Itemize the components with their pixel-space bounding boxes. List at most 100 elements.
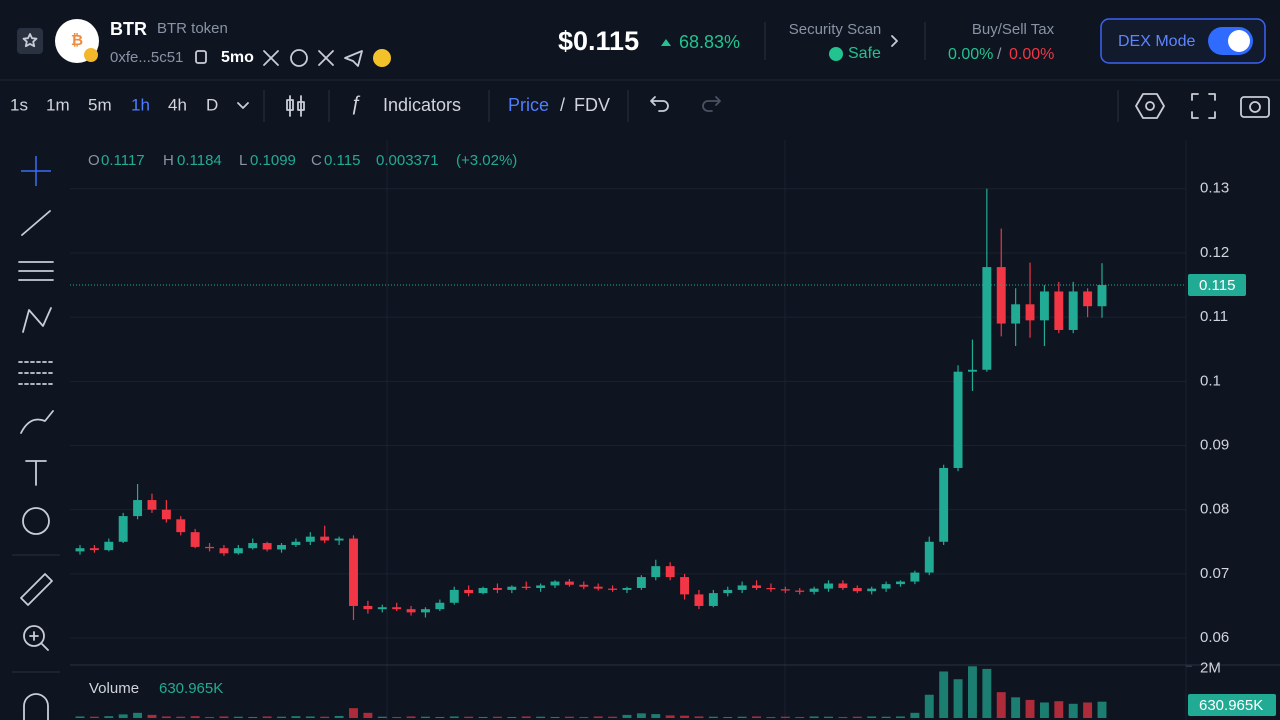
candle-body	[334, 538, 344, 541]
volume-bar	[1097, 701, 1107, 718]
volume-bar	[421, 716, 430, 718]
ruler-tool[interactable]	[20, 573, 53, 606]
x-link-icon[interactable]	[263, 50, 279, 66]
volume-bar	[910, 712, 920, 718]
y-tick-label: 0.08	[1200, 501, 1229, 518]
price-toggle[interactable]: Price	[508, 95, 549, 115]
volume-bar	[147, 714, 157, 718]
interval-button[interactable]: D	[206, 95, 218, 114]
pattern-tool[interactable]	[22, 307, 52, 333]
candle-body	[363, 605, 373, 610]
y-tick-label: 0.07	[1200, 565, 1229, 582]
up-arrow	[661, 39, 671, 46]
y-tick-label: 0.11	[1200, 308, 1228, 325]
interval-dropdown[interactable]	[237, 102, 249, 109]
zoom-tool[interactable]	[23, 625, 45, 647]
candle-body	[737, 585, 747, 590]
candle-body	[1039, 291, 1049, 321]
volume-bar	[982, 668, 992, 718]
text-tool[interactable]	[25, 460, 47, 486]
candle-body	[507, 586, 517, 590]
volume-label: 630.965K	[1199, 697, 1263, 714]
interval-button[interactable]: 5m	[88, 95, 112, 114]
volume-bar	[752, 716, 761, 718]
volume-bar	[996, 692, 1006, 718]
candle-body	[104, 541, 114, 551]
twitter-icon[interactable]	[318, 50, 334, 66]
volume-bar	[881, 716, 891, 718]
screenshot-button[interactable]	[1240, 96, 1270, 118]
crosshair-tool[interactable]	[21, 156, 51, 186]
favorite-button[interactable]	[17, 28, 43, 54]
volume-bar	[392, 716, 402, 718]
volume-bar	[190, 716, 200, 718]
token-age: 5mo	[221, 49, 254, 66]
volume-bar	[867, 716, 877, 718]
current-price-label: 0.115	[1199, 277, 1235, 294]
settings-dot	[1145, 101, 1155, 111]
volume-bar	[1025, 699, 1035, 718]
candle-body	[190, 532, 200, 547]
website-icon[interactable]	[290, 49, 308, 67]
legend-high: 0.1184	[177, 152, 222, 169]
fdv-toggle[interactable]: FDV	[574, 95, 610, 115]
candle-body	[305, 536, 315, 542]
chevron[interactable]	[891, 35, 898, 47]
emoji-tool[interactable]	[22, 507, 50, 535]
legend-h: H	[163, 152, 174, 169]
candle-body	[377, 607, 387, 610]
trendline-tool[interactable]	[21, 210, 51, 236]
volume-bar	[205, 716, 215, 718]
volume-tick-label: 2M	[1200, 659, 1221, 676]
fib-tool[interactable]	[18, 361, 54, 385]
legend-c: C	[311, 152, 322, 169]
candle-body	[780, 589, 790, 591]
interval-button[interactable]: 1s	[10, 95, 28, 114]
candle-body	[1083, 291, 1093, 307]
indicators-button[interactable]: Indicators	[383, 95, 461, 115]
volume-bar	[694, 716, 704, 718]
brush-tool[interactable]	[20, 410, 54, 434]
candle-body	[953, 371, 963, 468]
volume-bar	[550, 716, 560, 718]
candle-body	[248, 543, 258, 549]
channel-tool[interactable]	[18, 261, 54, 281]
volume-bar	[1054, 701, 1064, 718]
volume-bar	[248, 716, 258, 718]
legend-open: 0.1117	[101, 152, 145, 169]
candle-body	[147, 500, 157, 510]
current-price-box	[1188, 274, 1246, 297]
dex-mode-label: DEX Mode	[1118, 33, 1195, 50]
copy-icon[interactable]	[195, 50, 207, 64]
candle-body	[536, 585, 546, 588]
candle-body	[392, 607, 402, 610]
undo-button[interactable]	[650, 96, 669, 112]
magnet-tool[interactable]	[23, 693, 49, 720]
redo-button[interactable]	[702, 96, 721, 112]
candle-style-icon[interactable]	[286, 95, 305, 117]
tax-label: Buy/Sell Tax	[972, 21, 1055, 38]
candle-body	[766, 587, 776, 590]
candle-body	[708, 593, 718, 606]
lens	[1249, 101, 1261, 113]
candle-body	[1025, 304, 1035, 321]
settings-button[interactable]	[1135, 93, 1165, 119]
candle-body	[176, 519, 186, 533]
interval-button[interactable]: 1h	[131, 95, 150, 114]
volume-bar	[622, 714, 632, 718]
fullscreen-button[interactable]	[1191, 93, 1216, 119]
telegram-icon[interactable]	[344, 50, 363, 67]
volume-bar	[449, 716, 459, 718]
volume-bar	[967, 666, 977, 718]
candle-body	[579, 584, 589, 587]
at-icon[interactable]	[373, 49, 391, 67]
interval-button[interactable]: 4h	[168, 95, 187, 114]
candle-body	[651, 566, 661, 578]
security-label: Security Scan	[789, 21, 882, 38]
volume-bar	[795, 716, 805, 718]
volume-bar	[507, 716, 517, 718]
y-tick-label: 0.1	[1200, 372, 1221, 389]
interval-button[interactable]: 1m	[46, 95, 70, 114]
candle-body	[449, 589, 459, 603]
security-status: Safe	[848, 45, 881, 62]
